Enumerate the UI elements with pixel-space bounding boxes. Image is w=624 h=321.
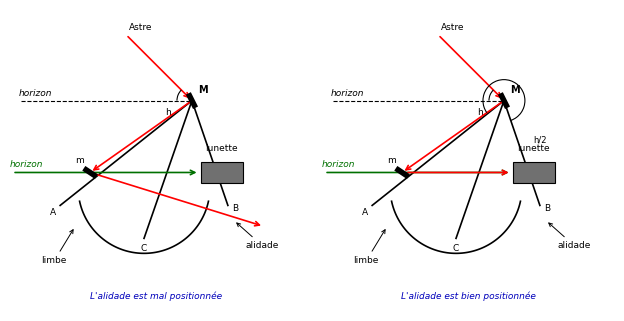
Text: limbe: limbe — [41, 230, 73, 265]
Text: horizon: horizon — [18, 89, 52, 98]
Text: B: B — [544, 204, 550, 213]
Bar — [201, 162, 243, 183]
Text: Astre: Astre — [441, 23, 464, 32]
Text: alidade: alidade — [548, 223, 591, 250]
Text: L'alidade est bien positionnée: L'alidade est bien positionnée — [401, 292, 535, 301]
Text: horizon: horizon — [330, 89, 364, 98]
Text: h: h — [477, 108, 483, 117]
Text: h/2: h/2 — [533, 135, 547, 144]
Text: alidade: alidade — [236, 223, 279, 250]
Text: L'alidade est mal positionnée: L'alidade est mal positionnée — [90, 292, 222, 301]
Text: A: A — [361, 208, 368, 217]
Text: h: h — [165, 108, 171, 117]
Text: horizon: horizon — [9, 160, 42, 169]
Text: m: m — [76, 156, 84, 165]
Text: m: m — [388, 156, 396, 165]
Text: horizon: horizon — [321, 160, 354, 169]
Text: limbe: limbe — [353, 230, 385, 265]
Text: B: B — [232, 204, 238, 213]
Text: C: C — [453, 244, 459, 253]
Text: lunette: lunette — [517, 144, 550, 153]
Text: lunette: lunette — [205, 144, 238, 153]
Text: C: C — [141, 244, 147, 253]
Bar — [513, 162, 555, 183]
Text: M: M — [198, 85, 208, 95]
Text: Astre: Astre — [129, 23, 152, 32]
Text: M: M — [510, 85, 520, 95]
Text: A: A — [49, 208, 56, 217]
